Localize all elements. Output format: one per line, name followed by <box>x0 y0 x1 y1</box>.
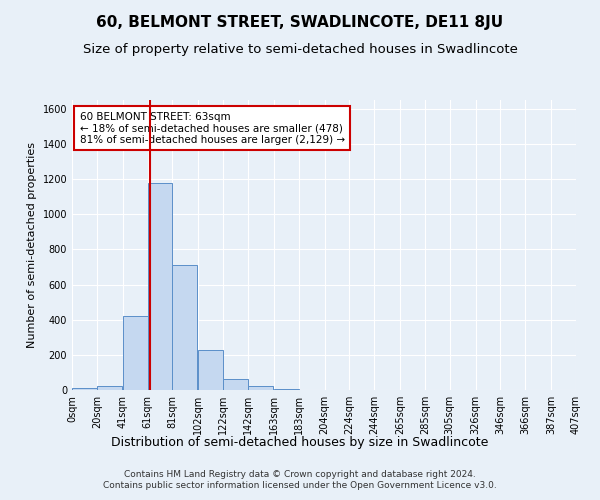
Bar <box>172 265 197 390</box>
Bar <box>97 386 122 390</box>
Bar <box>123 316 148 390</box>
Text: Distribution of semi-detached houses by size in Swadlincote: Distribution of semi-detached houses by … <box>112 436 488 449</box>
Text: 60, BELMONT STREET, SWADLINCOTE, DE11 8JU: 60, BELMONT STREET, SWADLINCOTE, DE11 8J… <box>97 15 503 30</box>
Y-axis label: Number of semi-detached properties: Number of semi-detached properties <box>27 142 37 348</box>
Bar <box>248 386 272 390</box>
Bar <box>72 388 97 390</box>
Text: Size of property relative to semi-detached houses in Swadlincote: Size of property relative to semi-detach… <box>83 42 517 56</box>
Bar <box>148 184 172 390</box>
Bar <box>199 350 223 390</box>
Text: Contains HM Land Registry data © Crown copyright and database right 2024.
Contai: Contains HM Land Registry data © Crown c… <box>103 470 497 490</box>
Bar <box>223 378 248 390</box>
Text: 60 BELMONT STREET: 63sqm
← 18% of semi-detached houses are smaller (478)
81% of : 60 BELMONT STREET: 63sqm ← 18% of semi-d… <box>80 112 344 145</box>
Bar <box>274 389 299 390</box>
